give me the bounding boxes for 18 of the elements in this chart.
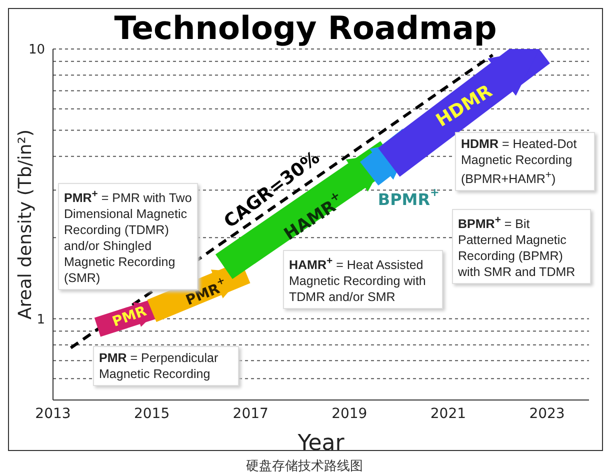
annotation: PMR$^{+}$ = PMR with Two Dimensional Magnetic Recording (TDMR) and/or Shingled Magnetic Recording (SMR) [64, 189, 192, 286]
text: PMR [110, 303, 149, 330]
text: 硬盘存储技术路线图 [245, 458, 364, 475]
x-tick-label: 2017 [232, 406, 268, 422]
y-tick-label: 1 [36, 312, 45, 328]
x-tick-label: 2023 [529, 406, 565, 422]
x-tick-label: 2015 [134, 406, 170, 422]
chart-title: Technology Roadmap [114, 9, 497, 47]
x-tick-label: 2021 [430, 406, 466, 422]
x-tick-label: 2013 [35, 406, 71, 422]
annotation: HDMR = Heated-Dot Magnetic Recording (BPMR+HAMR$^{+}$) [461, 137, 577, 186]
annotation: BPMR$^{+}$ = Bit Patterned Magnetic Recording (BPMR) with SMR and TDMR [458, 215, 576, 280]
annotation: PMR = Perpendicular Magnetic Recording [99, 351, 218, 381]
annotation: HAMR$^{+}$ = Heat Assisted Magnetic Recording with TDMR and/or SMR [289, 256, 426, 304]
x-tick-label: 2019 [332, 406, 368, 422]
y-tick-label: 10 [28, 42, 45, 58]
y-axis-title: Areal density (Tb/in²) [14, 129, 36, 320]
x-axis-title: Year [296, 431, 346, 456]
